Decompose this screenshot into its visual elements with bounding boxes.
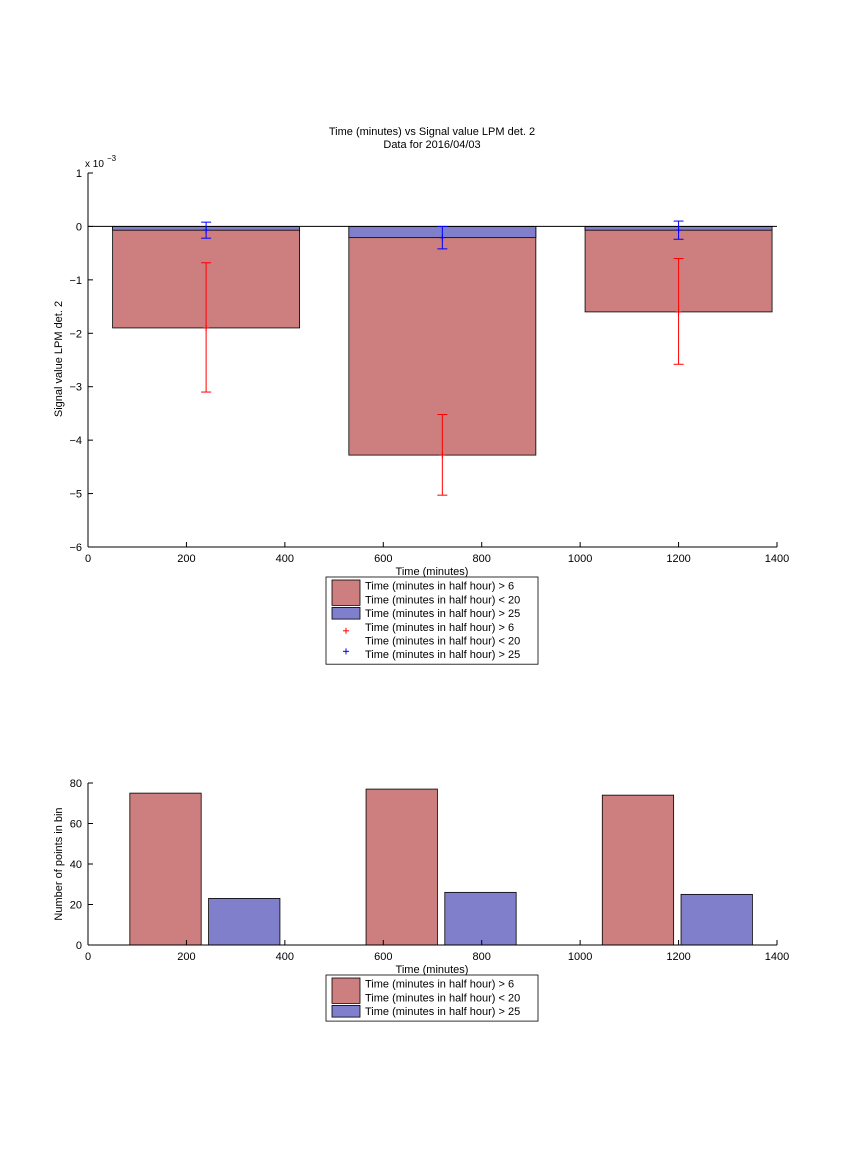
count-x-tick-label: 1200 [666, 951, 690, 963]
signal-chart-title: Time (minutes) vs Signal value LPM det. … [329, 126, 535, 138]
errorbar-series2 [437, 225, 448, 250]
signal-chart-axes: 0 200 400 600 800 1000 1200 1400 1 0 −1 −2 −3 −4 −5 −6 [69, 168, 789, 565]
signal-chart-exponent-power: −3 [107, 154, 117, 163]
signal-chart-errorbars [201, 220, 684, 496]
count-bar-series2 [680, 893, 753, 946]
signal-y-tick-label: −5 [69, 489, 82, 501]
signal-chart-exponent: x 10 −3 [85, 154, 117, 170]
signal-chart: Time (minutes) vs Signal value LPM det. … [53, 126, 789, 665]
signal-chart-subtitle: Data for 2016/04/03 [383, 139, 480, 151]
signal-y-tick-label: −3 [69, 382, 82, 394]
signal-chart-bars [88, 225, 777, 456]
count-legend-box [325, 974, 539, 1022]
count-bar-series1 [365, 788, 438, 946]
signal-legend-label: Time (minutes in half hour) > 25 [365, 649, 520, 661]
count-bar-series1 [601, 794, 675, 946]
signal-legend-marker-3 [343, 627, 349, 634]
signal-legend-marker-4 [343, 648, 349, 655]
count-chart-ylabel: Number of points in bin [53, 807, 65, 920]
count-x-tick-label: 1000 [568, 951, 592, 963]
signal-legend-label: Time (minutes in half hour) < 20 [365, 636, 520, 648]
signal-legend-swatch-2 [331, 607, 361, 620]
count-y-tick-label: 80 [70, 778, 82, 790]
count-x-tick-label: 800 [473, 951, 491, 963]
count-x-tick-label: 1400 [765, 951, 789, 963]
count-bar-series2 [208, 898, 281, 946]
count-bar-series2 [444, 891, 517, 946]
signal-legend-swatch-1 [331, 579, 361, 606]
signal-legend-label: Time (minutes in half hour) > 6 [365, 622, 514, 634]
signal-x-tick-label: 0 [85, 553, 91, 565]
signal-chart-xlabel: Time (minutes) [396, 566, 469, 578]
count-x-tick-label: 400 [276, 951, 294, 963]
signal-y-tick-label: −6 [69, 542, 82, 554]
signal-legend-label: Time (minutes in half hour) > 6 [365, 581, 514, 593]
signal-x-tick-label: 1000 [568, 553, 592, 565]
count-y-tick-label: 40 [70, 859, 82, 871]
signal-legend-label: Time (minutes in half hour) > 25 [365, 608, 520, 620]
count-legend-swatch-1 [331, 977, 361, 1004]
signal-y-tick-label: −1 [69, 275, 82, 287]
count-chart-xlabel: Time (minutes) [396, 964, 469, 976]
count-y-tick-label: 0 [76, 940, 82, 952]
signal-x-tick-label: 200 [177, 553, 195, 565]
count-x-tick-label: 0 [85, 951, 91, 963]
errorbar-series2 [201, 221, 212, 239]
count-legend-label: Time (minutes in half hour) < 20 [365, 992, 520, 1004]
count-y-tick-label: 60 [70, 819, 82, 831]
count-legend-label: Time (minutes in half hour) > 25 [365, 1006, 520, 1018]
count-chart-bars [129, 788, 753, 946]
count-x-tick-label: 600 [374, 951, 392, 963]
signal-chart-exponent-base: x 10 [85, 159, 104, 170]
errorbar-series2 [673, 220, 684, 240]
signal-legend-label: Time (minutes in half hour) < 20 [365, 594, 520, 606]
count-legend-swatch-2 [331, 1005, 361, 1018]
signal-y-tick-label: 1 [76, 168, 82, 180]
signal-x-tick-label: 800 [473, 553, 491, 565]
signal-x-tick-label: 1400 [765, 553, 789, 565]
signal-x-tick-label: 600 [374, 553, 392, 565]
signal-y-tick-label: −4 [69, 435, 82, 447]
count-x-tick-label: 200 [177, 951, 195, 963]
count-legend-label: Time (minutes in half hour) > 6 [365, 979, 514, 991]
errorbar-series1 [437, 413, 448, 496]
signal-y-tick-label: 0 [76, 221, 82, 233]
count-y-tick-label: 20 [70, 900, 82, 912]
signal-legend-box [325, 576, 539, 665]
signal-x-tick-label: 1200 [666, 553, 690, 565]
signal-y-tick-label: −2 [69, 328, 82, 340]
errorbar-series1 [673, 257, 684, 365]
errorbar-series1 [201, 262, 212, 393]
signal-chart-ylabel: Signal value LPM det. 2 [53, 301, 65, 417]
signal-x-tick-label: 400 [276, 553, 294, 565]
count-bar-series1 [129, 792, 202, 946]
